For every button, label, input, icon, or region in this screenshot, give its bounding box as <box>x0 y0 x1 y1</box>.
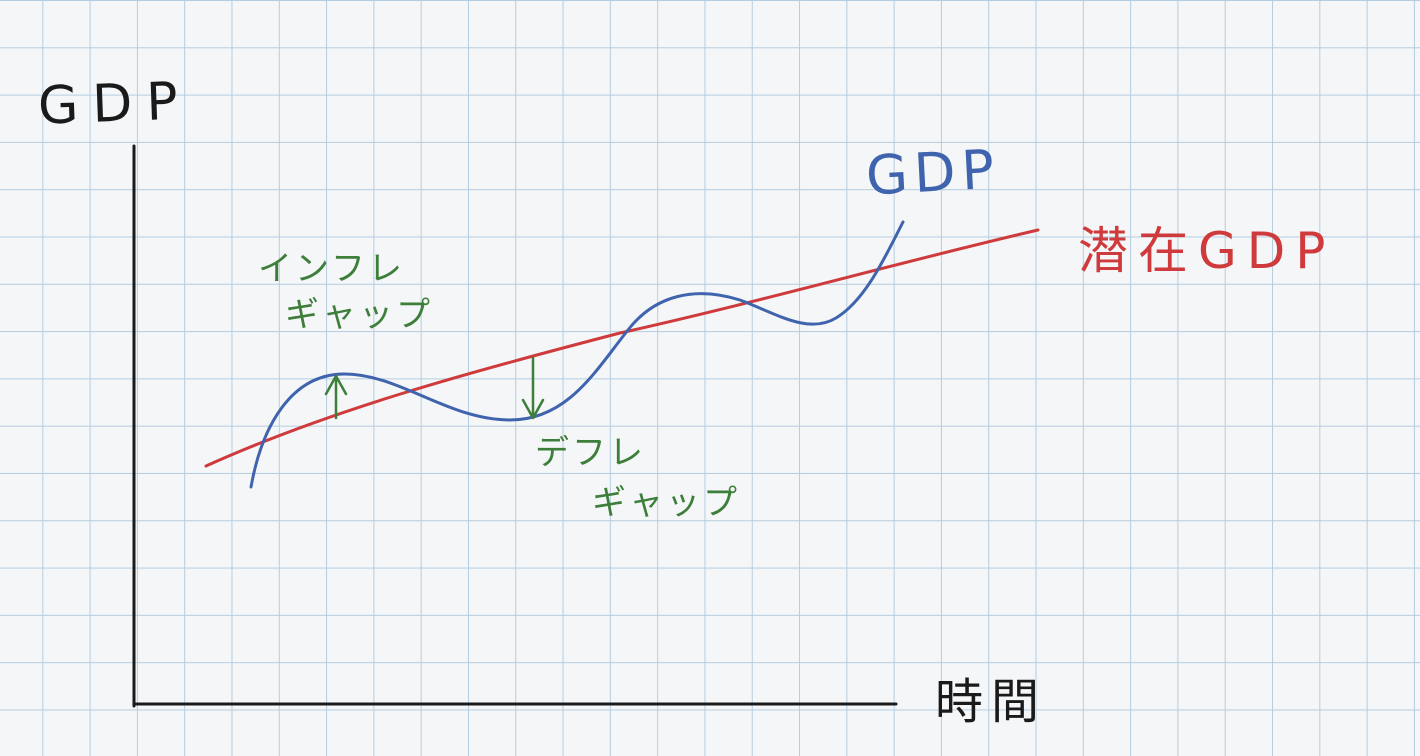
y-axis-label: GDP <box>36 71 193 137</box>
potential-gdp-series-label: 潜在GDP <box>1078 222 1336 280</box>
deflation-gap-label-line1: デフレ <box>535 433 646 473</box>
deflation-gap-arrow <box>521 356 545 420</box>
inflation-gap-label-line2: ギャップ <box>285 295 433 335</box>
x-axis-label: 時間 <box>935 674 1048 730</box>
deflation-gap-label-line2: ギャップ <box>592 483 740 523</box>
gdp-series-label: GDP <box>864 137 1002 208</box>
inflation-gap-label-line1: インフレ <box>258 249 405 289</box>
potential-gdp-line <box>204 228 1040 468</box>
gdp-curve <box>249 220 905 489</box>
inflation-gap-arrow <box>324 374 348 420</box>
